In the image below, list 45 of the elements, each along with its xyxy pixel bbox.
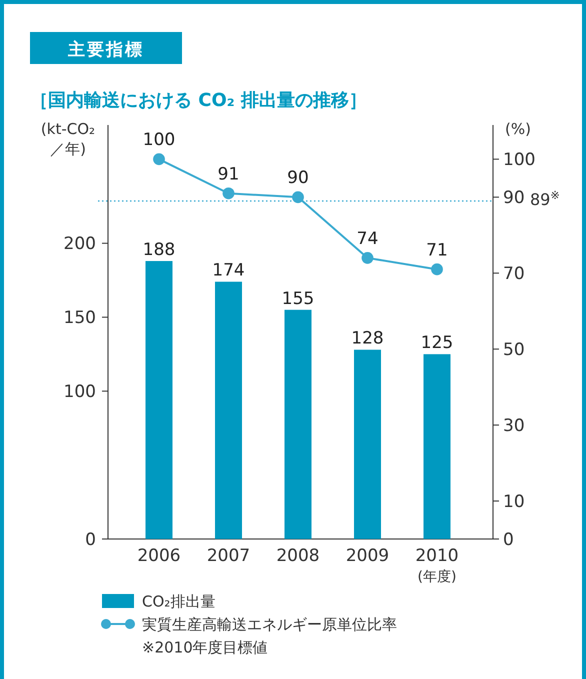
x-tick-label: 2010 bbox=[415, 546, 459, 566]
bar bbox=[146, 261, 172, 539]
data-label: 174 bbox=[212, 260, 245, 281]
x-tick-label: 2007 bbox=[206, 546, 250, 566]
bar bbox=[284, 310, 312, 539]
y-tick-label: 100 bbox=[64, 382, 96, 402]
legend-label: 実質生産高輸送エネルギー原単位比率 bbox=[142, 615, 397, 634]
data-label: 188 bbox=[142, 240, 176, 260]
bar bbox=[354, 350, 381, 539]
chart-subtitle: ［国内輸送における CO₂ 排出量の推移］ bbox=[30, 90, 367, 111]
y2-tick-label: 0 bbox=[503, 530, 514, 550]
y2-tick-label: 50 bbox=[503, 340, 525, 360]
data-label: 74 bbox=[356, 228, 378, 249]
ref-line-label: 89$^{※}$ bbox=[530, 188, 560, 209]
point bbox=[153, 153, 165, 166]
y2-axis-title: (%) bbox=[505, 120, 531, 138]
point bbox=[431, 263, 443, 276]
chart-title: 主要指標 bbox=[67, 40, 144, 60]
y2-tick-label: 10 bbox=[503, 492, 525, 512]
data-label: 90 bbox=[287, 168, 309, 188]
text: ※2010年度目標値 bbox=[142, 638, 268, 656]
bar bbox=[215, 282, 242, 539]
data-label: 128 bbox=[351, 328, 384, 349]
point bbox=[362, 252, 374, 264]
y-tick-label: 200 bbox=[64, 234, 96, 254]
data-label: 125 bbox=[420, 333, 454, 354]
y2-tick-label: 30 bbox=[503, 416, 525, 436]
bar bbox=[424, 354, 450, 539]
x-tick-label: 2008 bbox=[276, 546, 320, 566]
legend-label: CO₂排出量 bbox=[142, 592, 216, 610]
x-tick-label: 2009 bbox=[346, 546, 390, 566]
y2-tick-label: 70 bbox=[503, 264, 525, 284]
y2-tick-label: 90 bbox=[503, 188, 525, 208]
point bbox=[222, 187, 234, 200]
x-tick-label: 2006 bbox=[137, 546, 181, 566]
y-tick-label: 0 bbox=[85, 530, 96, 550]
x-axis-title: (年度) bbox=[418, 569, 456, 585]
point bbox=[292, 191, 304, 204]
data-label: 91 bbox=[218, 164, 240, 184]
y-tick-label: 150 bbox=[64, 308, 96, 328]
data-label: 155 bbox=[282, 288, 314, 309]
data-label: 100 bbox=[142, 130, 176, 150]
y2-tick-label: 100 bbox=[503, 150, 536, 170]
y-axis-title: (kt-CO₂ ／年) bbox=[40, 120, 96, 158]
data-label: 71 bbox=[426, 240, 448, 260]
